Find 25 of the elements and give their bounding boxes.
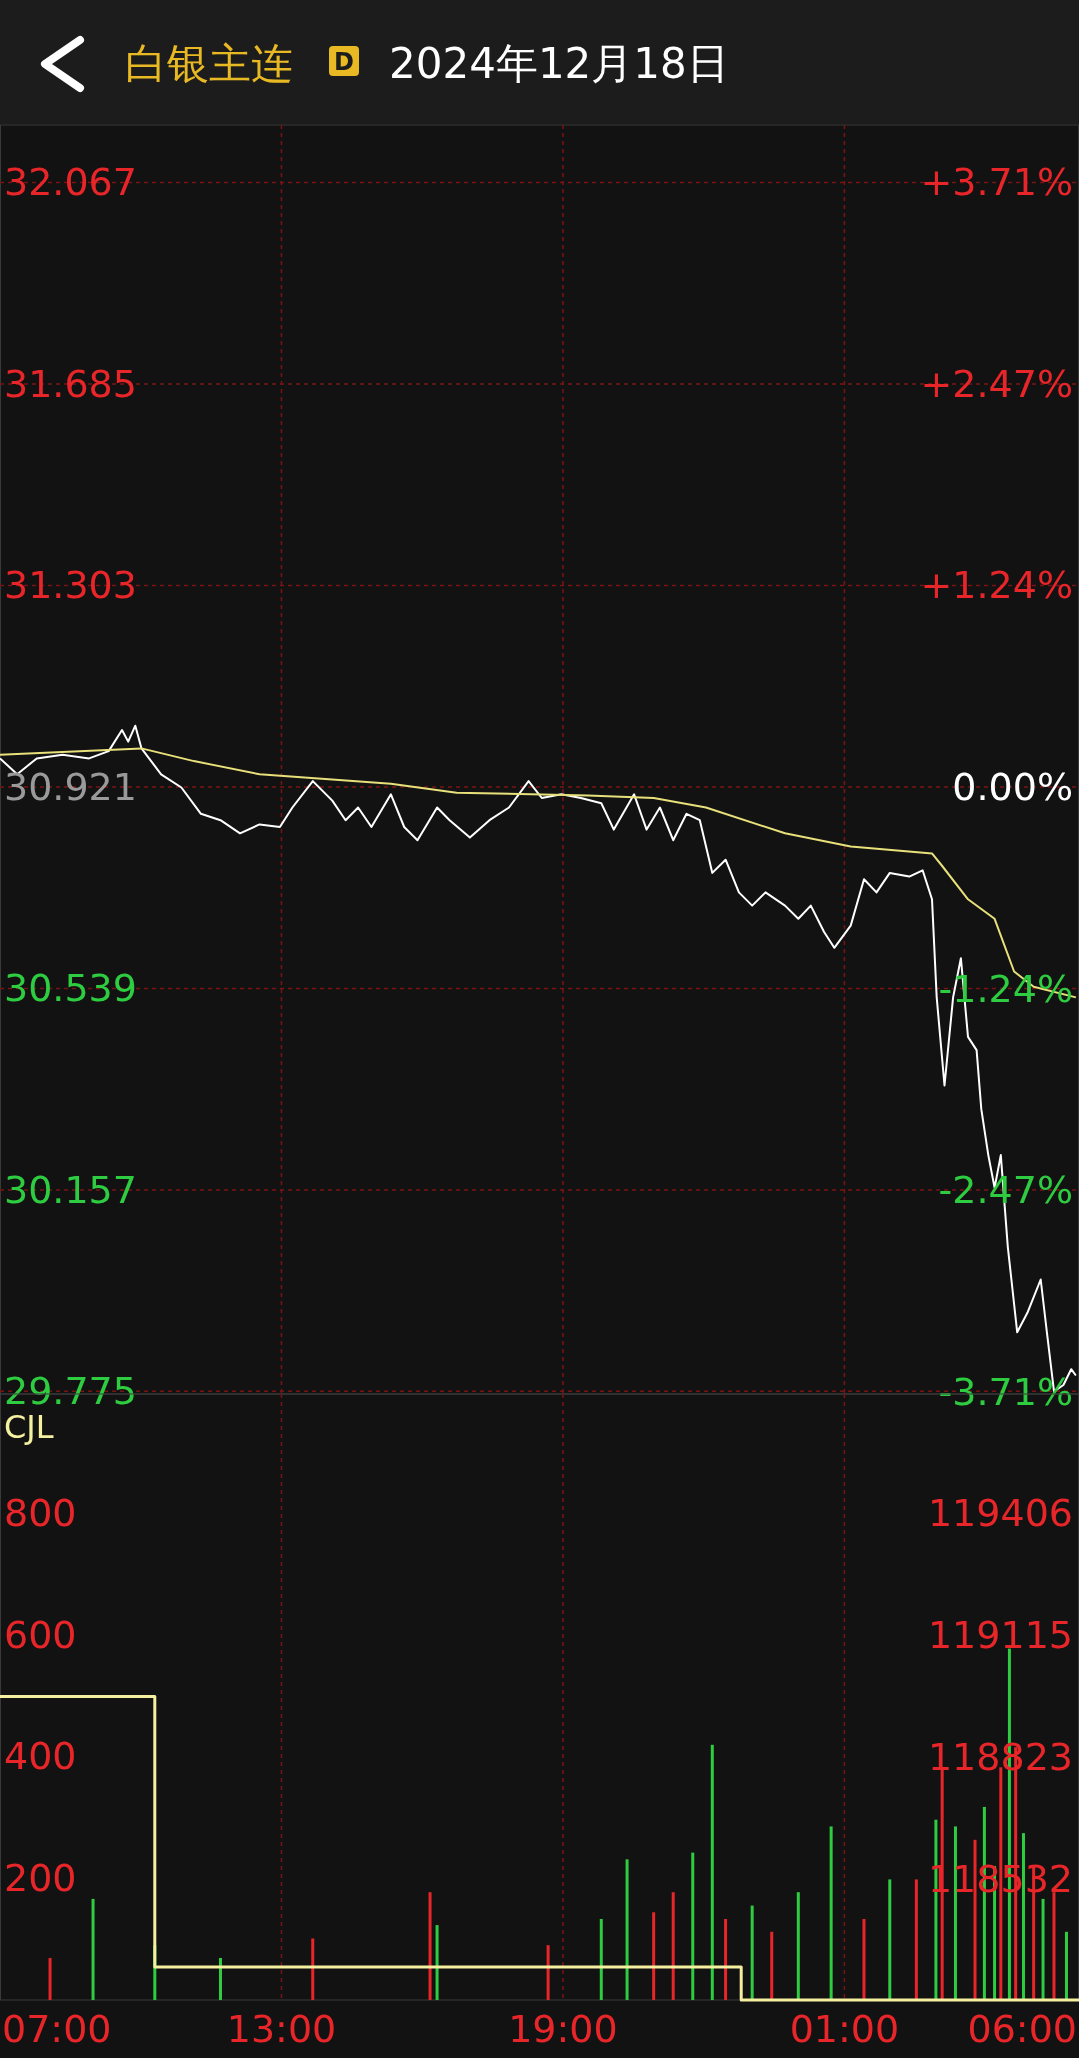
y-tick-label: 400 xyxy=(4,1734,77,1779)
text: D xyxy=(334,48,354,76)
chart-subtitle: 2024年12月18日 xyxy=(389,39,729,88)
y-tick-label: 30.921 xyxy=(4,764,137,809)
y-tick-label: 31.685 xyxy=(4,361,137,406)
chart-title: 白银主连 xyxy=(125,39,293,88)
y2-tick-label: -3.71% xyxy=(938,1370,1073,1415)
y2-tick-label: 119115 xyxy=(927,1612,1073,1657)
y2-tick-label: 0.00% xyxy=(952,765,1073,810)
x-tick-label: 07:00 xyxy=(2,2007,112,2051)
y2-tick-label: +1.24% xyxy=(920,562,1073,607)
y-tick-label: 800 xyxy=(4,1490,77,1535)
y2-tick-label: 119406 xyxy=(927,1490,1073,1535)
y-tick-label: 200 xyxy=(4,1856,77,1901)
y-tick-label: 32.067 xyxy=(4,160,137,205)
y-tick-label: 31.303 xyxy=(4,563,137,608)
x-tick-label: 19:00 xyxy=(508,2007,618,2051)
y-tick-label: 30.539 xyxy=(4,966,137,1011)
y-tick-label: 30.157 xyxy=(4,1167,137,1212)
x-tick-label: 13:00 xyxy=(226,2007,337,2051)
y-tick-label: 600 xyxy=(4,1612,77,1657)
x-tick-label: 06:00 xyxy=(967,2007,1077,2051)
y2-tick-label: +2.47% xyxy=(920,362,1073,407)
x-tick-label: 01:00 xyxy=(789,2007,900,2051)
y2-tick-label: +3.71% xyxy=(920,160,1073,205)
